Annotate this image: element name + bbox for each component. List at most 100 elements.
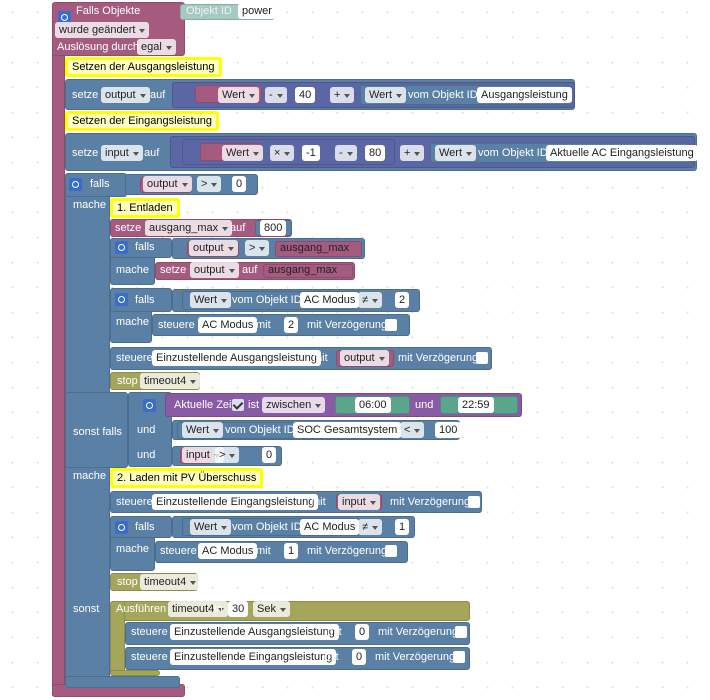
- gear-icon: [69, 178, 82, 191]
- field[interactable]: Aktuelle AC Eingangsleistung: [546, 145, 698, 161]
- field[interactable]: AC Modus: [198, 317, 258, 333]
- label: ausgang_max: [268, 264, 338, 276]
- field[interactable]: 06:00: [355, 397, 391, 413]
- field[interactable]: 0: [352, 649, 367, 665]
- label: steuere: [131, 651, 168, 663]
- dropdown[interactable]: -: [335, 145, 357, 161]
- dropdown[interactable]: input: [182, 447, 224, 463]
- label: mit Verzögerung: [307, 545, 388, 557]
- checkbox[interactable]: [476, 352, 488, 364]
- block[interactable]: [110, 670, 160, 676]
- label: mache: [116, 264, 150, 276]
- label: setze: [115, 222, 142, 234]
- label: falls: [135, 294, 155, 306]
- dropdown[interactable]: +: [400, 145, 425, 161]
- dropdown[interactable]: Wert: [182, 422, 224, 438]
- dropdown[interactable]: output: [101, 87, 150, 103]
- dropdown[interactable]: >: [197, 176, 222, 192]
- dropdown[interactable]: timeout4: [140, 373, 201, 389]
- label: mache: [116, 316, 150, 328]
- field[interactable]: 100: [435, 422, 462, 438]
- dropdown[interactable]: timeout4: [140, 574, 201, 590]
- field[interactable]: 0: [232, 176, 247, 192]
- dropdown[interactable]: timeout4: [168, 601, 229, 617]
- field[interactable]: Einzustellende Eingangsleistung: [170, 649, 337, 665]
- field[interactable]: SOC Gesamtsystem: [293, 422, 402, 438]
- dropdown[interactable]: input: [101, 145, 143, 161]
- dropdown[interactable]: output: [143, 176, 192, 192]
- field[interactable]: 0: [355, 624, 370, 640]
- dropdown[interactable]: ≠: [358, 519, 383, 535]
- label: mache: [116, 543, 150, 555]
- gear-icon: [58, 11, 71, 24]
- dropdown[interactable]: -: [265, 87, 287, 103]
- block[interactable]: [52, 2, 65, 697]
- dropdown[interactable]: >: [215, 447, 240, 463]
- dropdown[interactable]: Wert: [365, 87, 407, 103]
- block[interactable]: [65, 173, 127, 197]
- checkbox[interactable]: [468, 496, 480, 508]
- checkbox[interactable]: [455, 626, 467, 638]
- dropdown[interactable]: wurde geändert: [55, 22, 150, 38]
- dropdown[interactable]: zwischen: [262, 397, 326, 413]
- field[interactable]: AC Modus: [198, 543, 258, 559]
- label: falls: [135, 521, 155, 533]
- label: vom Objekt ID: [232, 294, 302, 306]
- checkbox[interactable]: [385, 545, 397, 557]
- block[interactable]: [65, 676, 180, 688]
- field[interactable]: 1: [284, 543, 299, 559]
- field[interactable]: AC Modus: [300, 292, 360, 308]
- field[interactable]: -1: [302, 145, 320, 161]
- field[interactable]: 30: [228, 601, 249, 617]
- dropdown[interactable]: <: [400, 422, 425, 438]
- field[interactable]: 800: [260, 220, 287, 236]
- dropdown[interactable]: Wert: [222, 145, 264, 161]
- label: und: [137, 424, 156, 436]
- dropdown[interactable]: output: [190, 262, 239, 278]
- dropdown[interactable]: Wert: [190, 292, 232, 308]
- field[interactable]: 2: [284, 317, 299, 333]
- checkbox[interactable]: [453, 651, 465, 663]
- field[interactable]: 2: [395, 292, 410, 308]
- label: falls: [90, 178, 110, 190]
- comment: 1. Entladen: [110, 198, 180, 218]
- dropdown[interactable]: Sek: [253, 601, 290, 617]
- label: Ausführen: [116, 603, 167, 615]
- field[interactable]: 22:59: [458, 397, 494, 413]
- label: setze: [160, 264, 187, 276]
- dropdown[interactable]: ≠: [358, 292, 383, 308]
- block[interactable]: [263, 264, 353, 278]
- dropdown[interactable]: output: [340, 350, 389, 366]
- label: mit Verzögerung: [375, 651, 456, 663]
- field[interactable]: Einzustellende Ausgangsleistung: [152, 350, 321, 366]
- dropdown[interactable]: Wert: [218, 87, 260, 103]
- block[interactable]: [275, 241, 362, 257]
- block[interactable]: [65, 392, 128, 468]
- dropdown[interactable]: ×: [270, 145, 295, 161]
- field[interactable]: Einzustellende Ausgangsleistung: [170, 624, 339, 640]
- dropdown[interactable]: egal: [137, 39, 176, 55]
- checkbox[interactable]: [385, 319, 397, 331]
- dropdown[interactable]: Wert: [435, 145, 477, 161]
- dropdown[interactable]: output: [189, 240, 238, 256]
- label: mit Verzögerung: [307, 319, 388, 331]
- gear-icon: [115, 241, 128, 254]
- field[interactable]: 40: [295, 87, 316, 103]
- field[interactable]: power: [238, 3, 276, 19]
- dropdown[interactable]: >: [245, 240, 270, 256]
- field[interactable]: 0: [262, 447, 277, 463]
- field[interactable]: 1: [395, 519, 410, 535]
- dropdown[interactable]: +: [330, 87, 355, 103]
- label: Auslösung durch: [57, 41, 139, 53]
- label: sonst: [73, 603, 100, 615]
- field[interactable]: Ausgangsleistung: [477, 87, 572, 103]
- field[interactable]: AC Modus: [300, 519, 360, 535]
- dropdown[interactable]: ausgang_max: [145, 220, 233, 236]
- field[interactable]: 80: [365, 145, 386, 161]
- dropdown[interactable]: input: [338, 494, 380, 510]
- field[interactable]: Einzustellende Eingangsleistung: [152, 494, 319, 510]
- checkbox[interactable]: [232, 399, 244, 411]
- dropdown[interactable]: Wert: [190, 519, 232, 535]
- label: steuere: [116, 496, 153, 508]
